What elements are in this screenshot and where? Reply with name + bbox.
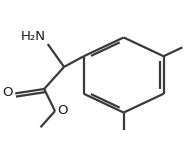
Text: O: O xyxy=(2,86,13,99)
Text: O: O xyxy=(58,104,68,117)
Text: H₂N: H₂N xyxy=(21,30,46,43)
